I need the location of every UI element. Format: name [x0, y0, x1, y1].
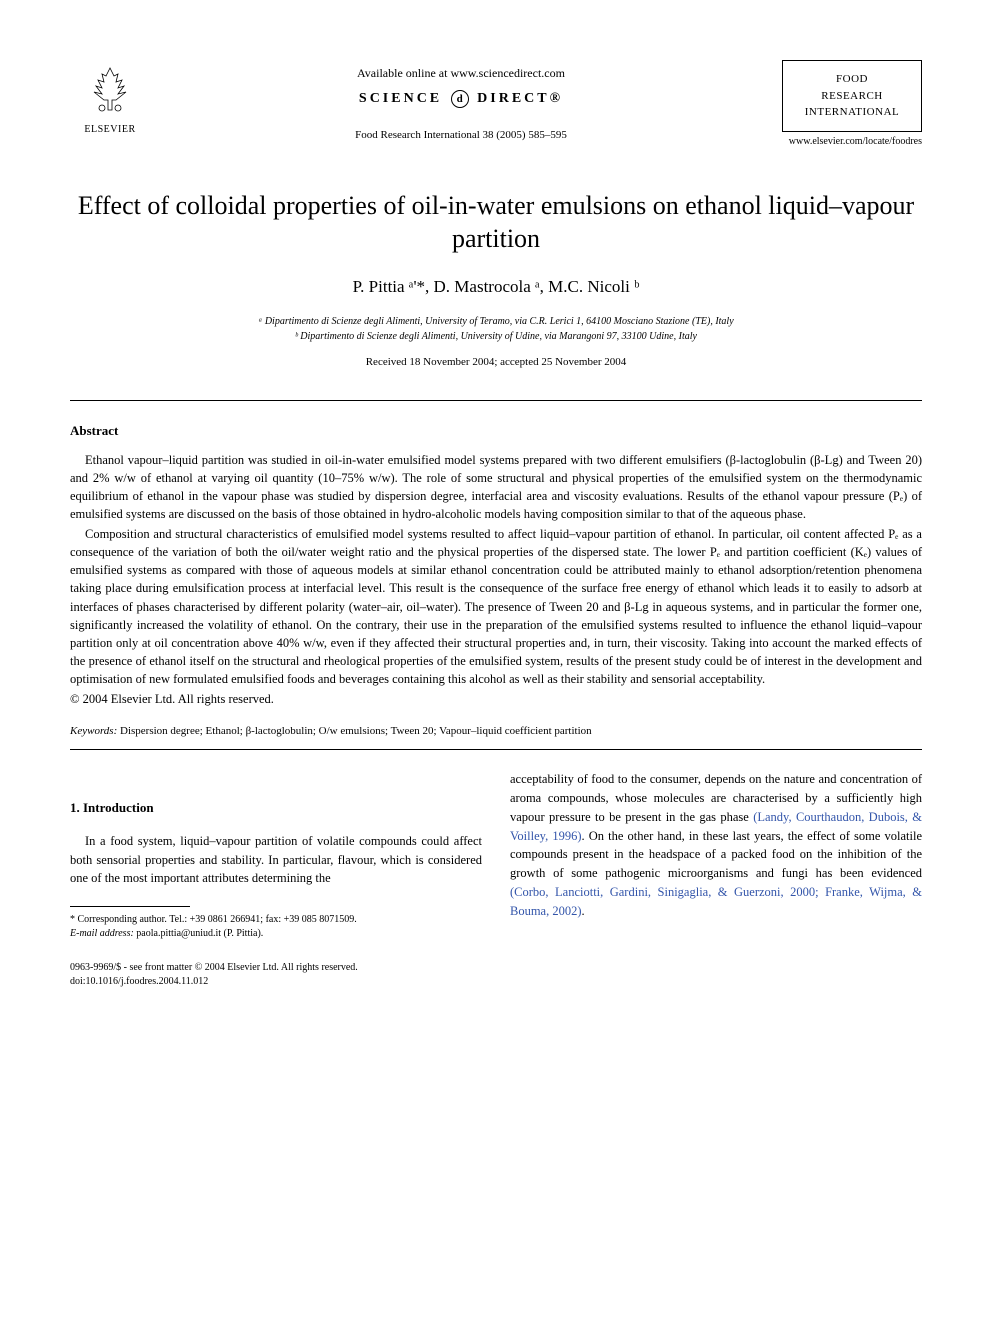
- authors: P. Pittia ᵃ'*, D. Mastrocola ᵃ, M.C. Nic…: [70, 274, 922, 300]
- keywords-text: Dispersion degree; Ethanol; β-lactoglobu…: [117, 725, 591, 737]
- corresponding-footnote: * Corresponding author. Tel.: +39 0861 2…: [70, 913, 482, 927]
- sd-right: DIRECT®: [477, 91, 563, 106]
- publisher-block: ELSEVIER: [70, 60, 150, 137]
- journal-line1: FOOD: [791, 71, 913, 88]
- citation-link-2[interactable]: (Corbo, Lanciotti, Gardini, Sinigaglia, …: [510, 885, 922, 918]
- publisher-name: ELSEVIER: [84, 122, 135, 137]
- email-value: paola.pittia@uniud.it (P. Pittia).: [134, 928, 263, 939]
- journal-block: FOOD RESEARCH INTERNATIONAL www.elsevier…: [772, 60, 922, 149]
- article-dates: Received 18 November 2004; accepted 25 N…: [70, 354, 922, 371]
- abstract-para-2: Composition and structural characteristi…: [70, 525, 922, 688]
- divider-bottom: [70, 749, 922, 750]
- citation: Food Research International 38 (2005) 58…: [150, 127, 772, 144]
- affiliations: ᵃ Dipartimento di Scienze degli Alimenti…: [70, 314, 922, 344]
- science-direct-logo: SCIENCE d DIRECT®: [150, 88, 772, 109]
- intro-col1-text: In a food system, liquid–vapour partitio…: [70, 832, 482, 888]
- doi-line: doi:10.1016/j.foodres.2004.11.012: [70, 975, 922, 989]
- journal-line2: RESEARCH: [791, 88, 913, 105]
- copyright: © 2004 Elsevier Ltd. All rights reserved…: [70, 690, 922, 709]
- available-online-text: Available online at www.sciencedirect.co…: [150, 64, 772, 82]
- journal-url: www.elsevier.com/locate/foodres: [772, 134, 922, 149]
- at-icon: d: [451, 90, 469, 108]
- keywords: Keywords: Dispersion degree; Ethanol; β-…: [70, 723, 922, 740]
- elsevier-tree-icon: [80, 60, 140, 120]
- footnote-rule: [70, 906, 190, 907]
- intro-col2-text: acceptability of food to the consumer, d…: [510, 770, 922, 920]
- page-header: ELSEVIER Available online at www.science…: [70, 60, 922, 149]
- article-title: Effect of colloidal properties of oil-in…: [70, 189, 922, 257]
- keywords-label: Keywords:: [70, 725, 117, 737]
- intro-heading: 1. Introduction: [70, 798, 482, 818]
- abstract-para-1: Ethanol vapour–liquid partition was stud…: [70, 451, 922, 524]
- affiliation-b: ᵇ Dipartimento di Scienze degli Alimenti…: [70, 329, 922, 344]
- body-columns: 1. Introduction In a food system, liquid…: [70, 770, 922, 941]
- sd-left: SCIENCE: [359, 91, 442, 106]
- issn-line: 0963-9969/$ - see front matter © 2004 El…: [70, 961, 922, 975]
- header-center: Available online at www.sciencedirect.co…: [150, 60, 772, 148]
- column-left: 1. Introduction In a food system, liquid…: [70, 770, 482, 941]
- journal-line3: INTERNATIONAL: [791, 104, 913, 121]
- bottom-info: 0963-9969/$ - see front matter © 2004 El…: [70, 961, 922, 989]
- journal-title-box: FOOD RESEARCH INTERNATIONAL: [782, 60, 922, 132]
- divider-top: [70, 400, 922, 401]
- email-footnote: E-mail address: paola.pittia@uniud.it (P…: [70, 927, 482, 941]
- email-label: E-mail address:: [70, 928, 134, 939]
- affiliation-a: ᵃ Dipartimento di Scienze degli Alimenti…: [70, 314, 922, 329]
- col2-text-c: .: [582, 904, 585, 918]
- column-right: acceptability of food to the consumer, d…: [510, 770, 922, 941]
- abstract-heading: Abstract: [70, 421, 922, 441]
